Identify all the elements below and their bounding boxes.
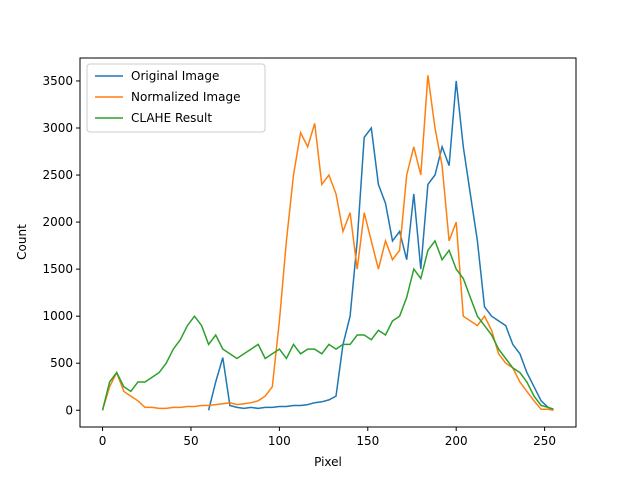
y-tick-label: 1500 bbox=[42, 262, 73, 276]
plot-frame bbox=[79, 57, 577, 428]
x-tick-label: 150 bbox=[356, 434, 379, 448]
x-axis-label: Pixel bbox=[314, 455, 342, 469]
legend-box bbox=[86, 63, 266, 133]
x-tick-label: 0 bbox=[99, 434, 107, 448]
x-tick-label: 250 bbox=[533, 434, 556, 448]
x-tick-label: 200 bbox=[445, 434, 468, 448]
series-line bbox=[101, 75, 554, 412]
y-tick-label: 3000 bbox=[42, 121, 73, 135]
x-tick-label: 100 bbox=[268, 434, 291, 448]
series-line bbox=[207, 80, 554, 411]
legend-label: Original Image bbox=[131, 69, 219, 83]
y-tick-label: 2500 bbox=[42, 168, 73, 182]
series-line bbox=[101, 239, 554, 411]
y-axis-label: Count bbox=[15, 224, 29, 260]
legend-label: Normalized Image bbox=[131, 90, 240, 104]
y-tick-label: 1000 bbox=[42, 309, 73, 323]
y-tick-label: 3500 bbox=[42, 74, 73, 88]
y-tick-label: 2000 bbox=[42, 215, 73, 229]
y-tick-label: 500 bbox=[50, 356, 73, 370]
x-tick-label: 50 bbox=[183, 434, 198, 448]
y-tick-label: 0 bbox=[65, 403, 73, 417]
legend-label: CLAHE Result bbox=[131, 111, 212, 125]
